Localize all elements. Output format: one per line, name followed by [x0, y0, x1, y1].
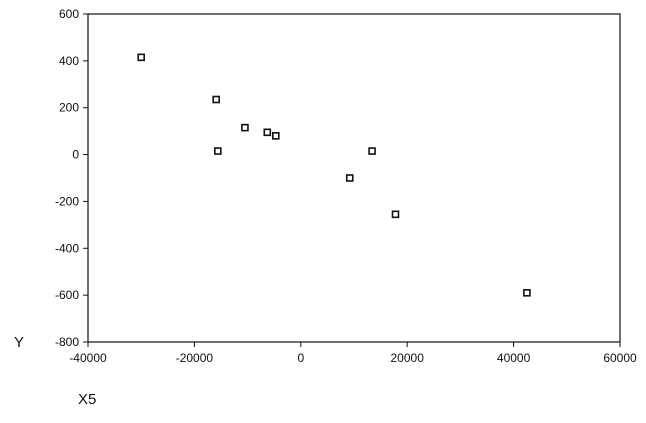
x-tick-label: -40000 [69, 351, 107, 365]
x-tick-label: -20000 [176, 351, 214, 365]
data-point [214, 147, 222, 155]
y-tick-label: -400 [55, 241, 79, 255]
y-tick-label: 400 [59, 54, 79, 68]
x-tick-label: 60000 [603, 351, 637, 365]
x-tick-label: 40000 [497, 351, 531, 365]
data-point [391, 210, 400, 219]
plot-frame [87, 13, 621, 343]
y-tick-label: -200 [55, 194, 79, 208]
y-axis: 600 400 200 0 -200 -400 -600 -800 [55, 7, 88, 349]
x-tick-label: 0 [297, 351, 304, 365]
y-tick-label: 600 [59, 7, 79, 21]
data-point [368, 147, 376, 155]
data-point [212, 95, 221, 104]
y-tick-label: -800 [55, 335, 79, 349]
y-tick-label: 200 [59, 101, 79, 115]
data-point [523, 288, 531, 297]
y-tick-label: 0 [72, 148, 79, 162]
data-point [271, 132, 280, 140]
x-tick-label: 20000 [391, 351, 425, 365]
y-axis-label: Y [14, 334, 24, 351]
data-point [263, 128, 272, 137]
data-point [241, 123, 249, 132]
data-points [137, 53, 531, 297]
y-tick-label: -600 [55, 288, 79, 302]
data-point [345, 174, 354, 182]
data-point [137, 53, 145, 62]
x-axis: -40000 -20000 0 20000 40000 60000 [69, 342, 637, 365]
x-axis-label: X5 [78, 391, 96, 408]
